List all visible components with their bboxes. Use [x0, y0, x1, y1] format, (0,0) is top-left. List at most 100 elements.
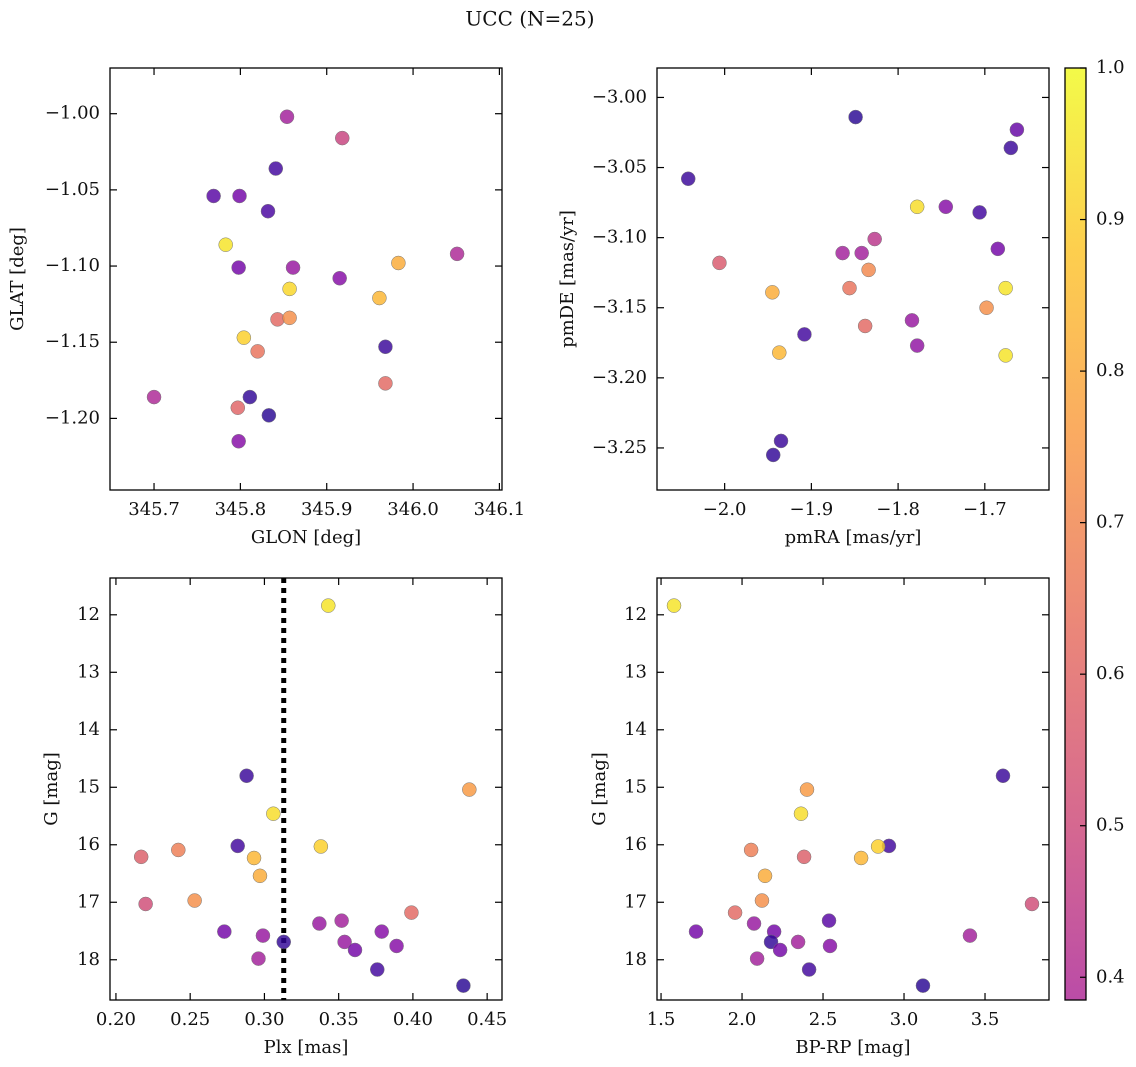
data-point [250, 344, 265, 359]
data-point [772, 942, 788, 958]
data-point [462, 782, 477, 797]
x-tick-label: 1.5 [647, 1009, 676, 1030]
colorbar-frame [1064, 67, 1087, 1001]
data-point [255, 928, 271, 943]
data-point [821, 913, 837, 928]
data-point [822, 938, 838, 954]
data-point [378, 339, 393, 355]
data-point [231, 260, 246, 275]
data-point [835, 245, 850, 261]
data-point [962, 928, 978, 943]
y-tick-label: 15 [77, 776, 100, 797]
plot-frame [656, 67, 1050, 491]
data-point [1003, 140, 1019, 156]
data-point [282, 310, 297, 326]
data-point [261, 408, 277, 423]
data-point [848, 109, 863, 125]
x-tick-label: −1.8 [876, 499, 920, 520]
colorbar-tick-label: 1.0 [1096, 57, 1125, 78]
figure-title: UCC (N=25) [465, 7, 594, 31]
data-point [456, 978, 471, 993]
data-point [374, 924, 389, 939]
data-point [904, 313, 920, 328]
data-point [230, 838, 245, 854]
x-tick-label: −1.9 [790, 499, 834, 520]
data-point [749, 951, 765, 966]
data-point [1009, 122, 1025, 137]
x-tick-label: 0.35 [319, 1009, 359, 1030]
data-point [242, 389, 258, 405]
data-point [217, 924, 232, 939]
data-point [796, 849, 812, 865]
data-point [138, 896, 153, 912]
x-tick-label: 0.25 [170, 1009, 210, 1030]
y-tick-label: −1.05 [45, 179, 100, 200]
data-point [285, 260, 301, 275]
y-axis-label: pmDE [mas/yr] [557, 210, 578, 348]
data-point [972, 205, 987, 220]
data-point [757, 868, 773, 884]
y-tick-label: −3.25 [592, 437, 647, 458]
data-point [995, 768, 1011, 784]
data-point [236, 330, 252, 345]
plot-frame [109, 67, 503, 491]
data-point [266, 806, 281, 821]
y-tick-label: 18 [77, 949, 100, 970]
y-tick-label: −1.15 [45, 331, 100, 352]
data-point [313, 839, 329, 854]
data-point [743, 842, 759, 858]
data-point [246, 850, 262, 866]
data-point [998, 348, 1013, 363]
data-point [251, 951, 266, 966]
y-axis-label: G [mag] [41, 752, 62, 825]
data-point [372, 290, 387, 306]
data-point [187, 893, 202, 908]
data-point [378, 376, 393, 391]
x-tick-label: 345.8 [215, 499, 267, 520]
colorbar-tick-label: 0.7 [1096, 512, 1125, 533]
y-tick-label: 18 [624, 949, 647, 970]
y-tick-label: −3.10 [592, 227, 647, 248]
x-tick-label: 0.30 [244, 1009, 284, 1030]
x-tick-label: 2.0 [728, 1009, 757, 1030]
data-point [979, 300, 994, 315]
data-point [206, 188, 221, 204]
data-point [842, 280, 857, 296]
data-point [773, 433, 789, 449]
y-tick-label: 16 [77, 834, 100, 855]
y-tick-label: 13 [77, 661, 100, 682]
data-point [218, 237, 233, 252]
y-tick-label: 12 [77, 604, 100, 625]
data-point [938, 199, 954, 215]
data-point [688, 924, 704, 939]
x-tick-label: 0.20 [96, 1009, 136, 1030]
data-point [727, 905, 743, 920]
data-point [998, 280, 1013, 296]
colorbar-tick-label: 0.8 [1096, 360, 1125, 381]
x-axis-label: Plx [mas] [264, 1037, 349, 1058]
colorbar-tick-label: 0.5 [1096, 815, 1125, 836]
data-point [270, 312, 285, 327]
data-point [772, 345, 787, 360]
y-tick-label: −3.00 [592, 86, 647, 107]
data-point [171, 842, 186, 858]
data-point [133, 849, 149, 865]
data-point [857, 318, 873, 334]
y-tick-label: 16 [624, 834, 647, 855]
data-point [279, 109, 295, 125]
colorbar [1065, 68, 1086, 1000]
data-point [680, 171, 696, 187]
x-tick-label: 3.0 [890, 1009, 919, 1030]
data-point [231, 433, 246, 449]
data-point [146, 389, 162, 405]
data-point [370, 962, 385, 977]
y-tick-label: 14 [77, 719, 100, 740]
data-point [321, 598, 336, 613]
data-point [915, 978, 931, 993]
data-point [347, 942, 363, 958]
plot-frame [109, 577, 503, 1001]
data-point [666, 598, 682, 613]
y-tick-label: 17 [77, 891, 100, 912]
data-point [232, 188, 247, 204]
